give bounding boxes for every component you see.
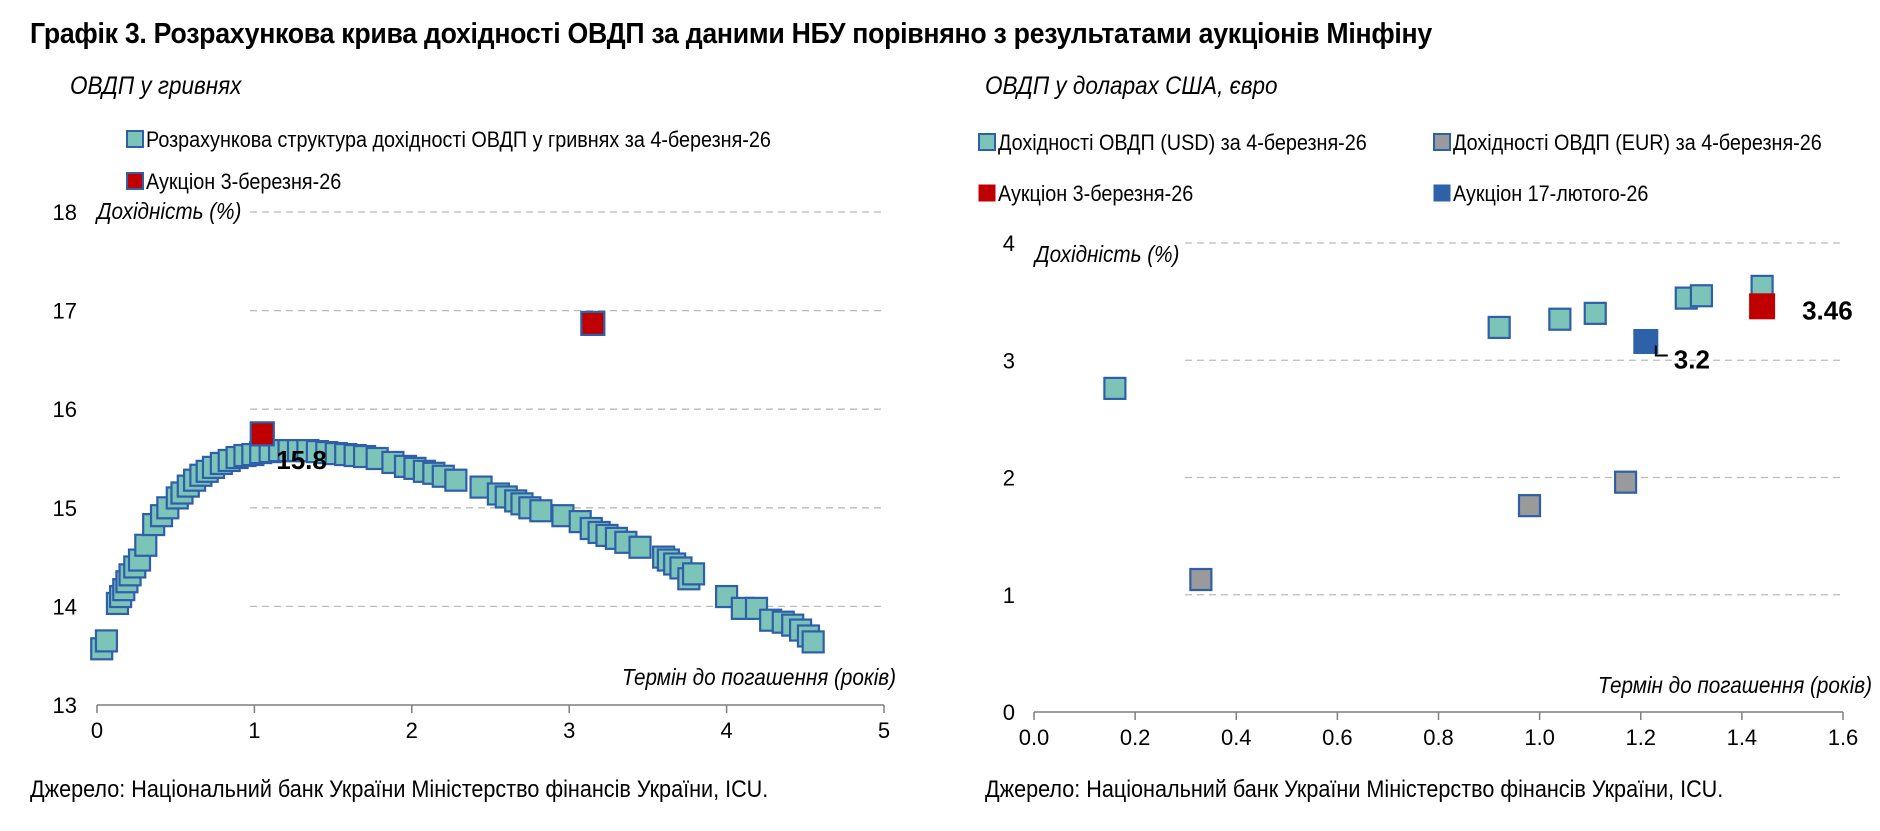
y-tick-label: 3 <box>1003 348 1015 373</box>
x-tick-label: 1.0 <box>1524 725 1555 750</box>
data-label: 3.2 <box>1674 344 1710 374</box>
y-tick-label: 17 <box>53 299 77 324</box>
y-tick-label: 1 <box>1003 583 1015 608</box>
legend-label: Аукціон 17-лютого-26 <box>1453 182 1648 206</box>
x-tick-label: 1.2 <box>1625 725 1656 750</box>
data-label: 3.46 <box>1802 295 1853 325</box>
data-point <box>1517 494 1542 518</box>
data-point <box>681 562 706 586</box>
page-title: Графік 3. Розрахункова крива дохідності … <box>30 18 1432 50</box>
x-tick-label: 0 <box>91 718 103 743</box>
annotation-leader <box>1654 345 1668 357</box>
x-axis-title: Термін до погашення (років) <box>1598 672 1872 698</box>
legend-label: Аукціон 3-березня-26 <box>998 182 1193 206</box>
x-tick-label: 0.0 <box>1019 725 1050 750</box>
right-chart-subtitle: ОВДП у доларах США, євро <box>985 72 1278 100</box>
data-point <box>94 629 119 653</box>
x-tick-label: 1.6 <box>1828 725 1859 750</box>
legend-marker <box>1433 184 1451 202</box>
legend-marker <box>1433 133 1451 151</box>
data-point <box>628 535 652 559</box>
legend-marker <box>978 184 996 202</box>
y-tick-label: 18 <box>53 200 77 225</box>
data-point <box>1633 328 1659 354</box>
y-axis-title: Дохідність (%) <box>94 198 241 224</box>
legend-label: Розрахункова структура дохідності ОВДП у… <box>146 128 771 152</box>
data-point <box>1689 284 1714 308</box>
data-point <box>1487 315 1511 340</box>
data-point <box>1103 376 1127 400</box>
chart-1: 0 1 2 3 4 0.0 0.2 0.4 0.6 0.8 1.0 1.2 1.4 1.6 Дохідніс… <box>978 131 1872 750</box>
data-point <box>529 499 553 523</box>
x-tick-label: 0.8 <box>1423 725 1454 750</box>
x-tick-label: 0.6 <box>1322 725 1353 750</box>
legend-label: Аукціон 3-березня-26 <box>146 170 341 194</box>
y-tick-label: 15 <box>53 496 77 521</box>
data-point <box>801 630 825 654</box>
data-point <box>1749 293 1776 320</box>
y-axis-title: Дохідність (%) <box>1032 241 1179 267</box>
data-point <box>1189 567 1213 592</box>
y-tick-label: 14 <box>53 594 77 619</box>
x-tick-label: 3 <box>563 718 575 743</box>
y-tick-label: 0 <box>1003 700 1015 725</box>
y-tick-label: 13 <box>53 693 77 718</box>
y-tick-label: 4 <box>1003 231 1015 256</box>
data-point <box>1548 307 1572 331</box>
x-tick-label: 4 <box>720 718 732 743</box>
x-tick-label: 0.4 <box>1221 725 1252 750</box>
x-axis-title: Термін до погашення (років) <box>622 664 896 690</box>
x-tick-label: 1 <box>248 718 260 743</box>
data-label: 15.8 <box>276 445 327 475</box>
legend-marker <box>126 130 144 148</box>
legend-marker <box>126 172 144 190</box>
data-point <box>580 310 606 337</box>
right-source-note: Джерело: Національний банк України Мініс… <box>985 776 1724 803</box>
data-point <box>444 468 468 492</box>
data-point <box>1583 301 1607 325</box>
legend-marker <box>978 133 996 151</box>
y-tick-label: 2 <box>1003 466 1015 491</box>
data-point <box>1613 470 1638 494</box>
x-tick-label: 1.4 <box>1727 725 1758 750</box>
x-tick-label: 5 <box>878 718 890 743</box>
left-chart-subtitle: ОВДП у гривнях <box>70 72 242 100</box>
legend-label: Дохідності ОВДП (EUR) за 4-березня-26 <box>1453 131 1822 155</box>
chart-0: 13 14 15 16 17 18 0 1 2 3 4 5 Дохідність (%) Термін д… <box>53 128 896 743</box>
x-tick-label: 0.2 <box>1120 725 1151 750</box>
x-tick-label: 2 <box>406 718 418 743</box>
legend-label: Дохідності ОВДП (USD) за 4-березня-26 <box>998 131 1367 155</box>
data-point <box>249 421 275 447</box>
data-point <box>134 533 158 557</box>
y-tick-label: 16 <box>53 397 77 422</box>
left-source-note: Джерело: Національний банк України Мініс… <box>30 776 769 803</box>
